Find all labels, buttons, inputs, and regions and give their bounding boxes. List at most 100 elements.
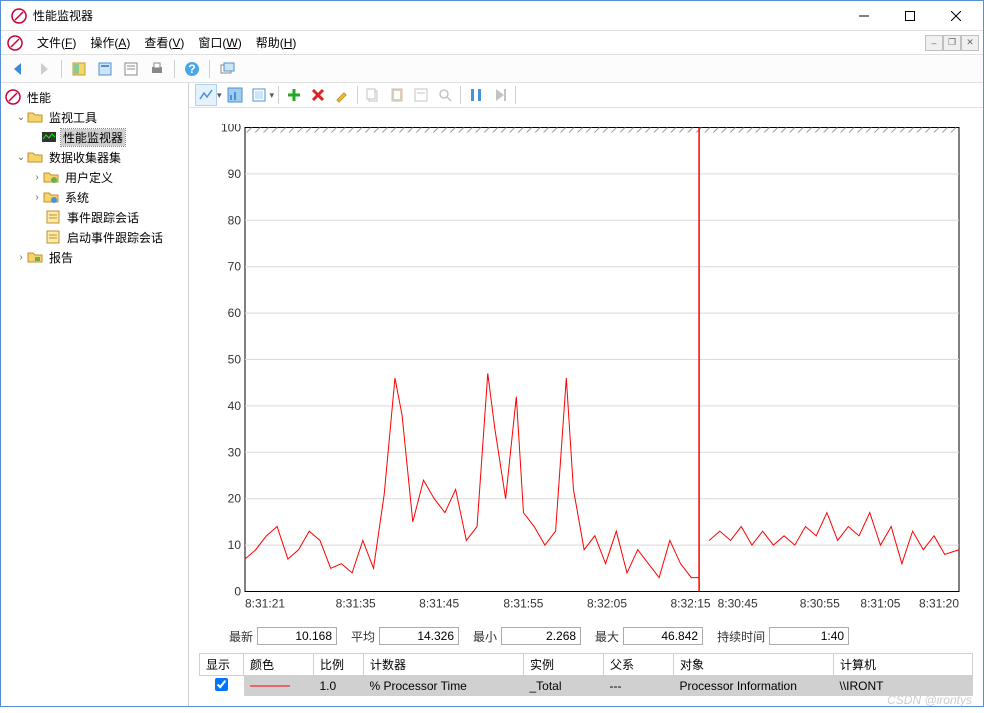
copy-button[interactable] (362, 84, 384, 106)
view-histogram-button[interactable] (224, 84, 246, 106)
add-counter-button[interactable] (283, 84, 305, 106)
show-checkbox[interactable] (215, 678, 228, 691)
app-icon (11, 8, 27, 24)
view-graph-button[interactable] (195, 84, 217, 106)
svg-text:60: 60 (228, 306, 242, 320)
col-counter[interactable]: 计数器 (364, 654, 524, 676)
stats-row: 最新 10.168 平均 14.326 最小 2.268 最大 46.842 持… (189, 623, 983, 653)
tree-label: 启动事件跟踪会话 (65, 229, 165, 246)
svg-text:30: 30 (228, 445, 242, 459)
tree-label: 报告 (47, 249, 75, 266)
menubar: 文件(F) 操作(A) 查看(V) 窗口(W) 帮助(H) – ❐ ✕ (1, 31, 983, 55)
tree-label: 系统 (63, 189, 91, 206)
tree-label: 数据收集器集 (47, 149, 123, 166)
expander-icon[interactable]: › (31, 192, 43, 203)
view-report-button[interactable] (248, 84, 270, 106)
mdi-minimize-button[interactable]: – (925, 35, 943, 51)
tree-root[interactable]: 性能 (1, 87, 188, 107)
maximize-button[interactable] (887, 1, 933, 31)
col-show[interactable]: 显示 (200, 654, 244, 676)
tree-user-defined[interactable]: › 用户定义 (1, 167, 188, 187)
col-parent[interactable]: 父系 (604, 654, 674, 676)
back-button[interactable] (7, 58, 29, 80)
max-label: 最大 (595, 628, 619, 645)
freeze-button[interactable] (465, 84, 487, 106)
avg-value: 14.326 (379, 627, 459, 645)
svg-text:8:31:20: 8:31:20 (919, 597, 959, 611)
svg-text:90: 90 (228, 167, 242, 181)
svg-text:8:31:35: 8:31:35 (336, 597, 376, 611)
menu-help[interactable]: 帮助(H) (250, 32, 303, 53)
paste-button[interactable] (386, 84, 408, 106)
tree-perf-monitor[interactable]: 性能监视器 (1, 127, 188, 147)
tree-monitor-group[interactable]: ⌄ 监视工具 (1, 107, 188, 127)
counter-scale: 1.0 (314, 676, 364, 697)
svg-text:100: 100 (221, 124, 241, 135)
export-button[interactable] (120, 58, 142, 80)
expander-icon[interactable]: › (15, 252, 27, 263)
expander-icon[interactable]: ⌄ (15, 112, 27, 123)
svg-text:8:32:05: 8:32:05 (587, 597, 627, 611)
main-pane: ▾ ▾ 01020304050607080901008:31:218 (189, 83, 983, 706)
min-value: 2.268 (501, 627, 581, 645)
svg-text:8:31:05: 8:31:05 (860, 597, 900, 611)
counter-parent: --- (604, 676, 674, 697)
svg-text:8:31:55: 8:31:55 (503, 597, 543, 611)
menu-file[interactable]: 文件(F) (31, 32, 82, 53)
tree-pane[interactable]: 性能 ⌄ 监视工具 性能监视器 ⌄ 数据收集器集 › 用户定义 (1, 83, 189, 706)
perf-chart: 01020304050607080901008:31:218:31:358:31… (219, 124, 963, 615)
expander-icon[interactable]: › (31, 172, 43, 183)
zoom-button[interactable] (434, 84, 456, 106)
counter-name: % Processor Time (364, 676, 524, 697)
menu-action[interactable]: 操作(A) (84, 32, 136, 53)
folder-user-icon (43, 169, 59, 185)
folder-icon (27, 109, 43, 125)
counter-row[interactable]: 1.0 % Processor Time _Total --- Processo… (200, 676, 973, 697)
svg-text:20: 20 (228, 492, 242, 506)
mdi-close-button[interactable]: ✕ (961, 35, 979, 51)
tree-startup-trace[interactable]: 启动事件跟踪会话 (1, 227, 188, 247)
tree-label: 性能监视器 (61, 129, 125, 146)
perf-root-icon (5, 89, 21, 105)
forward-button[interactable] (33, 58, 55, 80)
tree-label: 监视工具 (47, 109, 99, 126)
show-hide-tree-button[interactable] (68, 58, 90, 80)
col-object[interactable]: 对象 (674, 654, 834, 676)
print-button[interactable] (146, 58, 168, 80)
svg-text:8:31:21: 8:31:21 (245, 597, 285, 611)
close-button[interactable] (933, 1, 979, 31)
tree-collector-group[interactable]: ⌄ 数据收集器集 (1, 147, 188, 167)
menu-view[interactable]: 查看(V) (138, 32, 190, 53)
col-computer[interactable]: 计算机 (834, 654, 973, 676)
latest-value: 10.168 (257, 627, 337, 645)
mdi-icon (7, 35, 23, 51)
chart-area[interactable]: 01020304050607080901008:31:218:31:358:31… (189, 108, 983, 623)
watermark: CSDN @irontys (887, 693, 972, 707)
col-scale[interactable]: 比例 (314, 654, 364, 676)
properties-button[interactable] (94, 58, 116, 80)
svg-text:80: 80 (228, 213, 242, 227)
avg-label: 平均 (351, 628, 375, 645)
svg-text:8:30:55: 8:30:55 (800, 597, 840, 611)
delete-counter-button[interactable] (307, 84, 329, 106)
new-window-button[interactable] (216, 58, 238, 80)
tree-event-trace[interactable]: 事件跟踪会话 (1, 207, 188, 227)
counter-list[interactable]: 显示 颜色 比例 计数器 实例 父系 对象 计算机 1.0 % Processo… (189, 653, 983, 706)
col-instance[interactable]: 实例 (524, 654, 604, 676)
app-window: 性能监视器 文件(F) 操作(A) 查看(V) 窗口(W) 帮助(H) – ❐ … (0, 0, 984, 707)
menu-window[interactable]: 窗口(W) (192, 32, 247, 53)
highlight-button[interactable] (331, 84, 353, 106)
latest-label: 最新 (229, 628, 253, 645)
properties-icon-button[interactable] (410, 84, 432, 106)
help-button[interactable]: ? (181, 58, 203, 80)
tree-reports[interactable]: › 报告 (1, 247, 188, 267)
minimize-button[interactable] (841, 1, 887, 31)
tree-label: 事件跟踪会话 (65, 209, 141, 226)
tree-system[interactable]: › 系统 (1, 187, 188, 207)
svg-text:8:32:15: 8:32:15 (671, 597, 711, 611)
mdi-restore-button[interactable]: ❐ (943, 35, 961, 51)
update-button[interactable] (489, 84, 511, 106)
expander-icon[interactable]: ⌄ (15, 152, 27, 163)
col-color[interactable]: 颜色 (244, 654, 314, 676)
svg-text:40: 40 (228, 399, 242, 413)
